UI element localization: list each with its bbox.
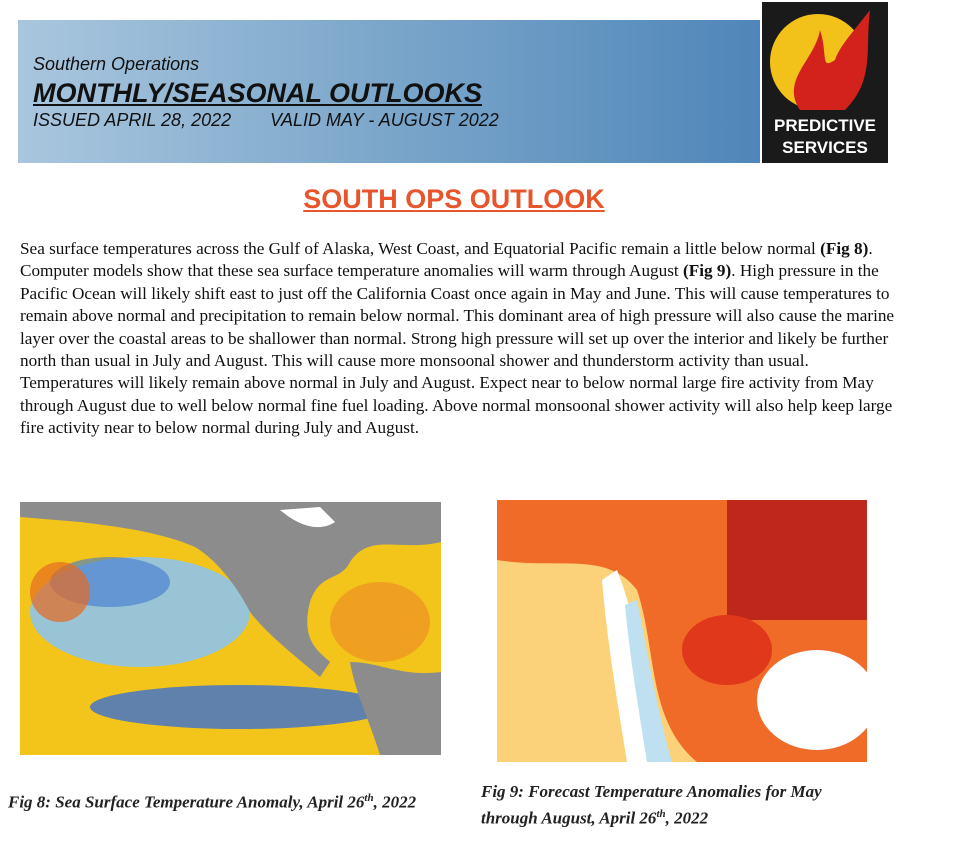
caption-text: , 2022 — [373, 792, 417, 812]
text-run: Sea surface temperatures across the Gulf… — [20, 239, 821, 258]
temp-forecast-map — [497, 500, 867, 762]
figure-caption: Fig 9: Forecast Temperature Anomalies fo… — [481, 781, 871, 830]
caption-text: Fig 9: Forecast Temperature Anomalies fo… — [481, 782, 822, 828]
figure-caption: Fig 8: Sea Surface Temperature Anomaly, … — [8, 787, 448, 814]
issued-date: ISSUED APRIL 28, 2022 — [33, 110, 232, 130]
caption-text: , 2022 — [665, 808, 709, 828]
logo-text: PREDICTIVE — [774, 116, 876, 135]
text-run: . Computer models show that these sea su… — [20, 239, 873, 281]
valid-period: VALID MAY - AUGUST 2022 — [270, 110, 499, 130]
logo-text: SERVICES — [782, 138, 868, 157]
figure-reference: (Fig 9) — [683, 261, 732, 281]
figure-reference: (Fig 8) — [820, 239, 869, 258]
org-name: Southern Operations — [33, 54, 200, 74]
outlook-text: Sea surface temperatures across the Gulf… — [20, 238, 900, 440]
sst-map — [20, 502, 441, 755]
section-title: SOUTH OPS OUTLOOK — [303, 184, 605, 214]
logo: PREDICTIVE SERVICES — [762, 2, 888, 163]
caption-sup: th — [364, 792, 374, 804]
caption-text: Fig 8: Sea Surface Temperature Anomaly, … — [8, 792, 365, 812]
caption-sup: th — [656, 808, 666, 820]
header-title: MONTHLY/SEASONAL OUTLOOKS — [33, 78, 483, 108]
logo-flame — [793, 10, 870, 110]
header-banner: Southern Operations MONTHLY/SEASONAL OUT… — [18, 20, 760, 163]
text-run: . High pressure in the Pacific Ocean wil… — [20, 261, 895, 438]
